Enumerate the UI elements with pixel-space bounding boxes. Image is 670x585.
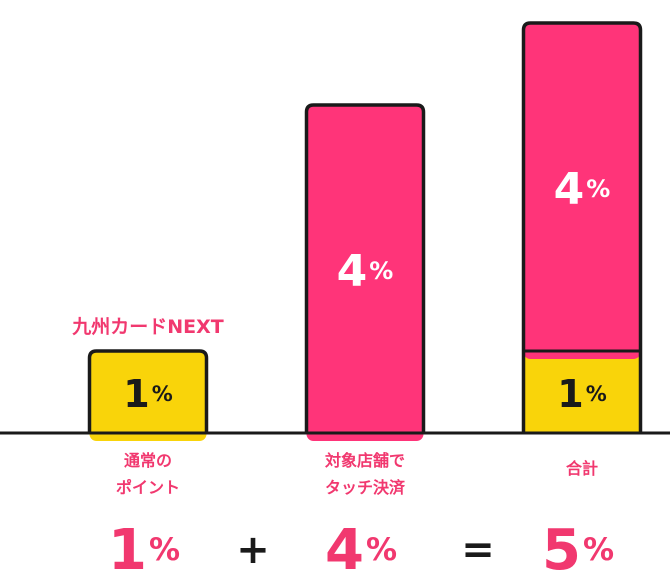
bar-2-segment-bonus	[306, 105, 424, 441]
category-label-3-line-1: 合計	[566, 459, 598, 478]
bar-1-value-label: 1%	[123, 372, 173, 416]
bar-3-outline	[521, 21, 643, 433]
category-label-2-line-1: 対象店舗で	[324, 451, 405, 470]
category-label-1-line-2: ポイント	[116, 478, 180, 497]
card-name-caption: 九州カードNEXT	[71, 316, 224, 338]
bars-layer: 1% 4% 1% 4%	[87, 21, 643, 441]
bar-1-outline	[87, 349, 209, 433]
bar-3-value-label: 4%	[554, 164, 611, 215]
bar-3-value-label: 1%	[557, 372, 607, 416]
category-label-1-line-1: 通常の	[124, 451, 172, 470]
equation-operator-equals: =	[461, 527, 495, 573]
bar-2-value-label: 4%	[337, 246, 394, 297]
category-label-2-line-2: タッチ決済	[325, 478, 406, 497]
bar-1-segment-base	[89, 351, 207, 441]
bar-3-segment-base	[523, 351, 641, 433]
bar-3-segment-bonus	[523, 23, 641, 359]
bar-2-outline	[304, 103, 426, 433]
equation-term-3: 5%	[542, 518, 614, 583]
equation-term-1: 1%	[108, 518, 180, 583]
equation-row: 1% 4% 5% + =	[108, 518, 614, 583]
equation-term-2: 4%	[325, 518, 397, 583]
equation-operator-plus: +	[236, 527, 270, 573]
